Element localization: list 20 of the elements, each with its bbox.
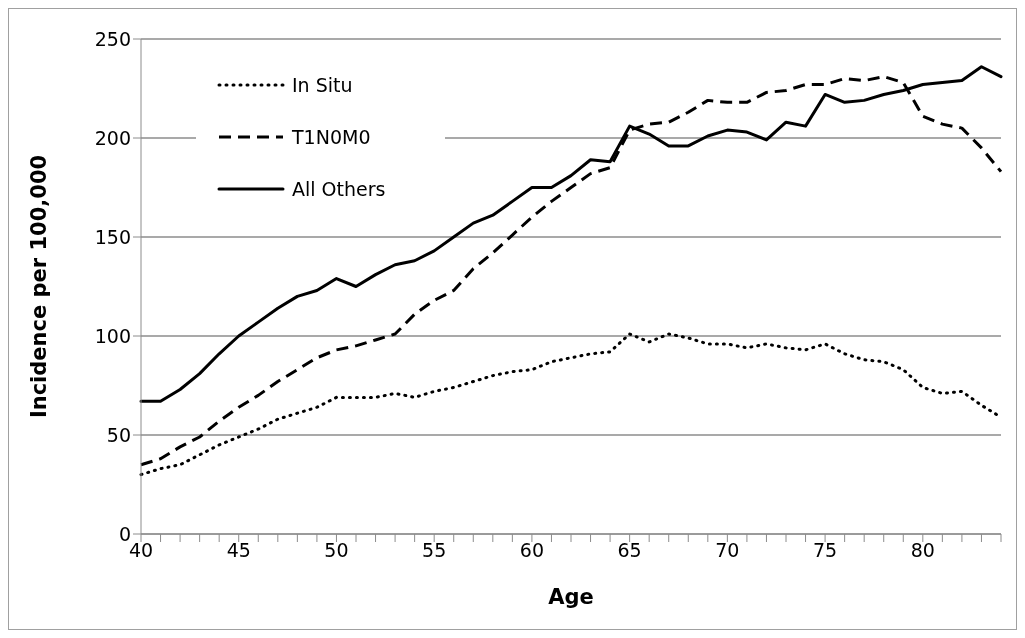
y-tick-label: 50: [106, 423, 131, 446]
y-tick-label: 150: [94, 225, 131, 248]
x-tick-label: 45: [226, 539, 251, 562]
legend-label: T1N0M0: [292, 126, 371, 148]
y-tick-label: 100: [94, 324, 131, 347]
x-axis-title: Age: [548, 585, 594, 609]
x-tick-label: 60: [519, 539, 544, 562]
legend-label: All Others: [292, 178, 386, 200]
x-tick-label: 75: [813, 539, 838, 562]
x-tick-label: 50: [324, 539, 349, 562]
y-tick-label: 200: [94, 126, 131, 149]
y-tick-label: 250: [94, 27, 131, 50]
legend-label: In Situ: [292, 74, 353, 96]
y-tick-label: 0: [118, 522, 131, 545]
x-tick-label: 80: [910, 539, 935, 562]
x-tick-label: 55: [422, 539, 447, 562]
x-tick-label: 70: [715, 539, 740, 562]
x-tick-label: 65: [617, 539, 642, 562]
x-tick-label: 40: [128, 539, 154, 562]
y-axis-title: Incidence per 100,000: [27, 154, 52, 419]
